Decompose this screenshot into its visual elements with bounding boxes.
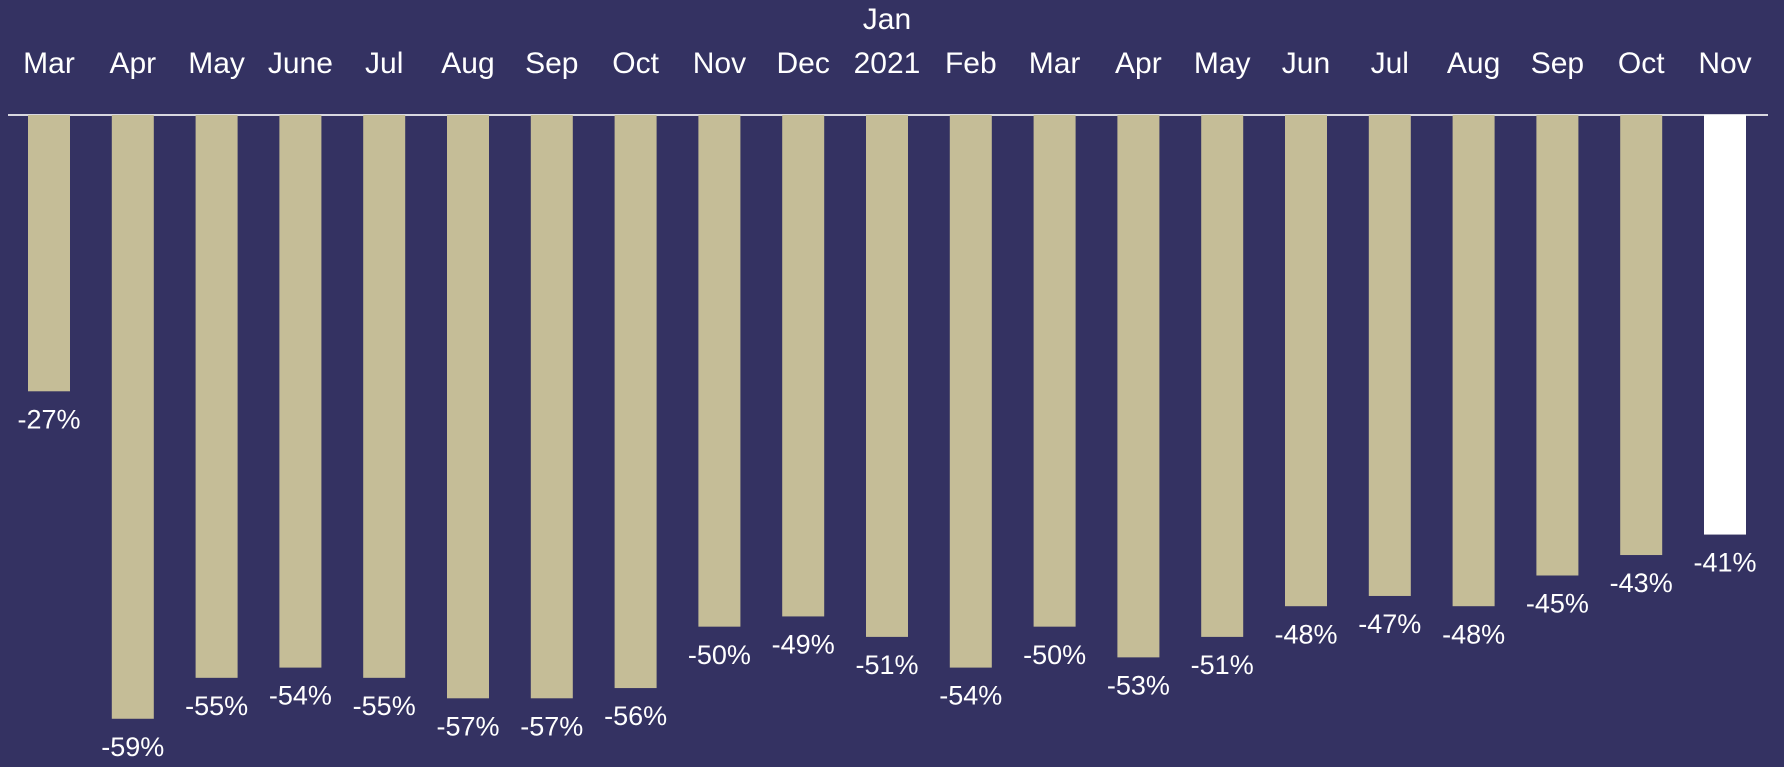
bar: [1536, 115, 1579, 576]
bar: [866, 115, 908, 637]
data-label: -43%: [1610, 568, 1673, 598]
x-tick-label: Nov: [692, 47, 747, 80]
x-tick-label: Oct: [1617, 47, 1665, 80]
bar: [1285, 115, 1327, 607]
x-tick-label: Apr: [109, 47, 157, 80]
x-tick-label: Mar: [23, 47, 75, 80]
data-label: -45%: [1526, 589, 1589, 619]
data-label: -50%: [1023, 640, 1086, 670]
bar: [28, 115, 70, 392]
x-tick-label: Jan 2021: [853, 3, 921, 80]
x-tick-label: Aug: [441, 47, 495, 80]
bar: [949, 115, 992, 668]
bar: [111, 115, 154, 719]
bar: [1368, 115, 1411, 596]
x-tick-label: Apr: [1115, 47, 1162, 80]
x-tick-label: Mar: [1028, 47, 1081, 80]
data-label: -51%: [1191, 650, 1254, 680]
bar: [1033, 115, 1076, 627]
bar: [447, 115, 489, 699]
data-label: -48%: [1442, 619, 1505, 649]
x-tick-label: May: [1193, 47, 1251, 80]
x-tick-label: Aug: [1446, 47, 1501, 80]
data-label: -41%: [1693, 548, 1756, 578]
data-label: -55%: [185, 691, 248, 721]
x-tick-label: June: [267, 47, 333, 80]
data-label: -47%: [1358, 609, 1421, 639]
data-label: -49%: [772, 630, 835, 660]
data-label: -51%: [855, 650, 918, 680]
bar: [530, 115, 573, 699]
x-tick-label: Nov: [1698, 47, 1752, 80]
data-label: -55%: [353, 691, 416, 721]
x-tick-label: Feb: [944, 47, 997, 80]
bar: [698, 115, 741, 627]
bar: [1117, 115, 1160, 658]
data-label: -54%: [939, 681, 1002, 711]
x-tick-label: Sep: [525, 47, 579, 80]
x-tick-label: May: [188, 47, 245, 80]
data-label: -27%: [17, 404, 80, 434]
data-label: -56%: [604, 701, 667, 731]
x-tick-label: Oct: [612, 47, 659, 80]
data-label: -54%: [269, 681, 332, 711]
x-tick-label: Jul: [365, 47, 404, 80]
data-label: -48%: [1274, 619, 1337, 649]
data-label: -50%: [688, 640, 751, 670]
bar: [1620, 115, 1663, 556]
bar: [195, 115, 238, 678]
bar: [782, 115, 825, 617]
bar: [1704, 115, 1746, 535]
bar: [1452, 115, 1495, 607]
bar: [1201, 115, 1244, 637]
data-label: -57%: [436, 711, 499, 741]
bar: [363, 115, 406, 678]
x-tick-label: Dec: [776, 47, 830, 80]
x-tick-label: Sep: [1530, 47, 1585, 80]
bar: [279, 115, 322, 668]
data-label: -59%: [101, 732, 164, 762]
data-label: -57%: [520, 711, 583, 741]
x-tick-label: Jun: [1281, 47, 1331, 80]
x-tick-label: Jul: [1370, 47, 1409, 80]
data-label: -53%: [1107, 670, 1170, 700]
bar: [614, 115, 657, 689]
